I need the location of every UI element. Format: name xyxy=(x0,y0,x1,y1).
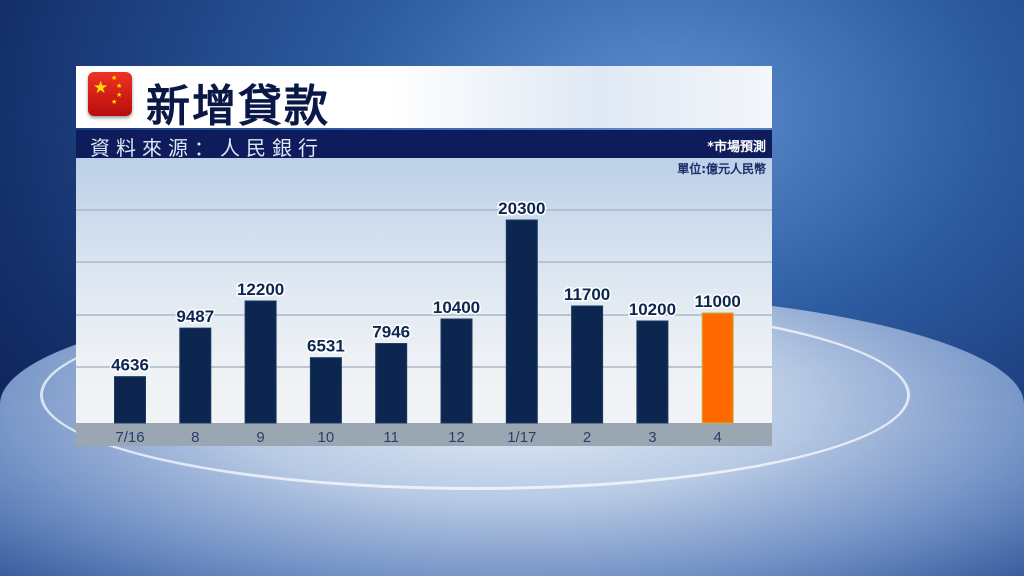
bar xyxy=(179,327,212,424)
x-tick-label: 3 xyxy=(648,429,656,446)
data-label: 10200 xyxy=(629,300,676,319)
bar xyxy=(114,376,146,424)
x-tick-label: 9 xyxy=(256,429,264,446)
bar-chart: 4636 7/16 9487 8 12200 9 6531 10 7946 11 10400 12 20… xyxy=(76,198,772,446)
title-bar: ★ ★ ★ ★ ★ 新增貸款 xyxy=(76,66,772,132)
x-tick-label: 2 xyxy=(583,429,591,446)
bar xyxy=(440,318,473,424)
chart-panel: ★ ★ ★ ★ ★ 新增貸款 資料來源：人民銀行 *市場預測 單位:億元人民幣 … xyxy=(76,66,772,446)
data-label: 10400 xyxy=(433,298,480,317)
data-label: 6531 xyxy=(307,337,345,356)
x-tick-label: 7/16 xyxy=(115,429,144,446)
x-tick-label: 4 xyxy=(714,429,722,446)
bar xyxy=(375,343,408,424)
x-tick-label: 8 xyxy=(191,429,199,446)
bar xyxy=(636,320,669,424)
forecast-bar xyxy=(701,312,734,424)
bar xyxy=(244,300,277,424)
data-label: 9487 xyxy=(176,307,214,326)
bar xyxy=(505,219,538,424)
x-axis-band xyxy=(76,423,772,446)
data-label: 11700 xyxy=(564,285,610,304)
bar xyxy=(309,357,342,424)
bar xyxy=(571,305,604,424)
x-tick-label: 12 xyxy=(448,429,465,446)
china-flag-icon: ★ ★ ★ ★ ★ xyxy=(88,72,132,116)
chart-title: 新增貸款 xyxy=(146,81,330,132)
source-text: 資料來源：人民銀行 xyxy=(90,136,324,160)
unit-label: 單位:億元人民幣 xyxy=(677,162,766,176)
plot-area: 單位:億元人民幣 4636 7/16 9487 8 12200 9 6531 10 7946 11… xyxy=(76,158,772,446)
data-label: 4636 xyxy=(111,356,149,375)
data-label: 7946 xyxy=(372,323,410,342)
source-bar: 資料來源：人民銀行 *市場預測 xyxy=(76,130,772,160)
forecast-note: *市場預測 xyxy=(707,140,766,155)
data-label: 11000 xyxy=(695,292,741,311)
data-label: 12200 xyxy=(237,280,284,299)
x-tick-label: 1/17 xyxy=(507,429,536,446)
data-label: 20300 xyxy=(498,199,545,218)
x-tick-label: 11 xyxy=(383,429,399,446)
x-tick-label: 10 xyxy=(318,429,335,446)
